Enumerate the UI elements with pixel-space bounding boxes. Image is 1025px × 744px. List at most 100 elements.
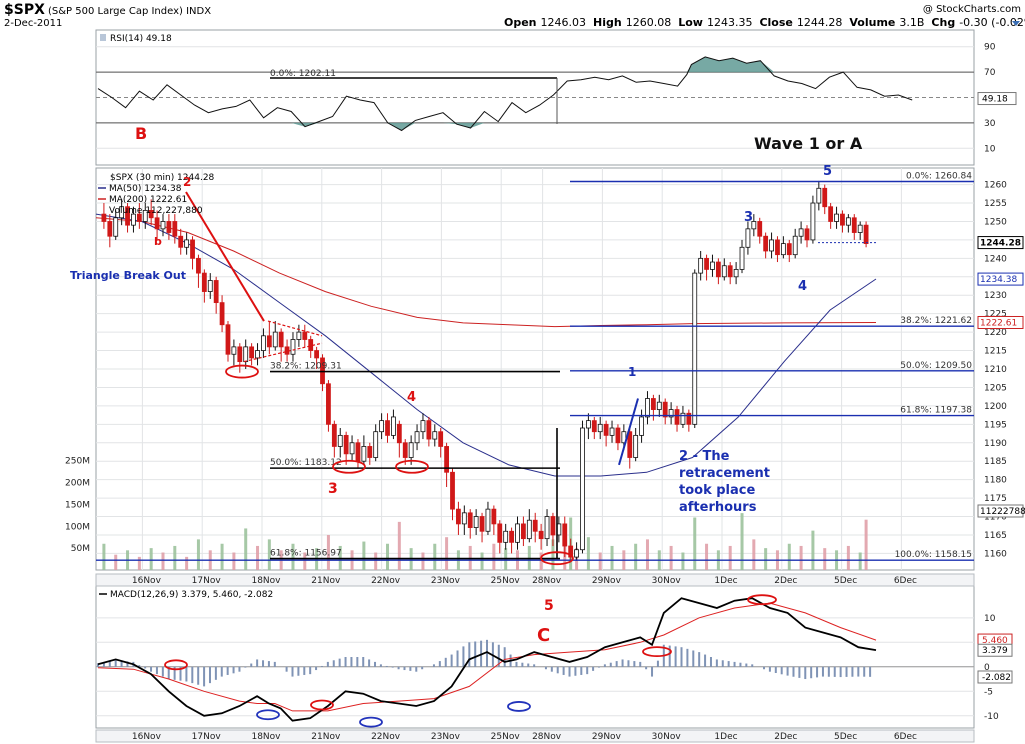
- price-tick: 1190: [984, 439, 1007, 449]
- macd-hist-bar: [680, 647, 683, 667]
- volume-tick: 250M: [65, 457, 90, 467]
- x-tick-label: 25Nov: [491, 576, 521, 586]
- annotation-text: 3: [328, 481, 338, 497]
- volume-bar: [445, 537, 449, 570]
- dropdown-icon[interactable]: [1012, 21, 1020, 26]
- macd-hist-bar: [550, 666, 553, 672]
- macd-hist-bar: [403, 666, 406, 671]
- candle-body: [296, 331, 302, 340]
- x-tick-label: 1Dec: [714, 576, 737, 586]
- macd-signal-line: [97, 602, 877, 712]
- fib-label: 50.0%: 1209.50: [900, 361, 972, 371]
- price-panel: 1260125512501245124012351230122512201215…: [65, 167, 1025, 571]
- macd-hist-bar: [645, 666, 648, 670]
- candle-body: [603, 423, 609, 436]
- x-tick-label: 21Nov: [311, 576, 341, 586]
- macd-ellipse: [164, 659, 188, 671]
- macd-hist-bar: [792, 666, 795, 677]
- price-tick: 1165: [984, 531, 1007, 541]
- x-axis-price: 16Nov 17Nov 18Nov 21Nov 22Nov 23Nov 25Nov 28Nov…: [95, 573, 975, 587]
- rsi-tick: 10: [984, 144, 996, 154]
- candle-body: [432, 431, 438, 440]
- macd-frame: [95, 585, 975, 729]
- macd-hist-bar: [692, 650, 695, 667]
- candle-body: [828, 206, 834, 222]
- price-badge-text: 1244.28: [980, 239, 1021, 249]
- price-tick: 1210: [984, 365, 1007, 375]
- candle-body: [361, 446, 367, 462]
- macd-hist-bar: [432, 664, 435, 667]
- volume-bar: [586, 537, 590, 570]
- macd-hist-bar: [97, 663, 99, 667]
- annotation-text: b: [154, 235, 162, 248]
- macd-hist-bar: [191, 666, 194, 684]
- macd-hist-bar: [409, 666, 412, 671]
- macd-hist-bar: [733, 661, 736, 667]
- macd-hist-bar: [226, 666, 229, 675]
- candle-body: [290, 339, 296, 355]
- macd-hist-bar: [462, 646, 465, 667]
- candle-body: [190, 239, 195, 259]
- macd-hist-bar: [220, 666, 223, 677]
- fib-label: 38.2%: 1221.62: [900, 316, 972, 326]
- macd-hist-bar: [863, 666, 866, 677]
- macd-ellipse: [359, 716, 383, 728]
- candle-body: [473, 516, 479, 528]
- candle-body: [326, 383, 331, 425]
- candle-body: [278, 331, 284, 348]
- rsi-legend-icon: [100, 34, 106, 41]
- candle-body: [125, 206, 130, 226]
- volume-bar: [433, 543, 437, 570]
- price-legend-symbol: $SPX (30 min) 1244.28: [110, 173, 215, 183]
- annotation-line: afterhours: [679, 500, 757, 515]
- brand-logo[interactable]: @ StockCharts.com: [923, 4, 1021, 15]
- macd-hist-bar: [486, 639, 488, 667]
- quote-value: 3.1B: [899, 16, 924, 29]
- annotation-line: took place: [679, 483, 755, 498]
- macd-hist-bar: [161, 666, 164, 677]
- macd-hist-bar: [468, 642, 471, 667]
- macd-hist-bar: [745, 663, 748, 667]
- macd-hist-bar: [285, 666, 288, 672]
- x-tick-label: 16Nov: [132, 732, 162, 742]
- candle-body: [780, 243, 786, 256]
- volume-tick: 100M: [65, 522, 90, 532]
- macd-hist-bar: [338, 658, 341, 667]
- price-tick: 1220: [984, 328, 1007, 338]
- x-tick-label: 2Dec: [774, 576, 797, 586]
- macd-hist-bar: [138, 665, 141, 667]
- macd-hist-bar: [851, 666, 854, 677]
- price-badge: [977, 236, 1024, 250]
- candle-body: [721, 265, 727, 278]
- volume-bar: [634, 543, 638, 570]
- macd-hist-bar: [344, 657, 347, 667]
- volume-bar: [161, 552, 165, 570]
- macd-hist-bar: [810, 666, 813, 679]
- macd-hist-bar: [179, 666, 182, 681]
- macd-hist-bar: [698, 652, 701, 667]
- candle-body: [686, 412, 692, 425]
- price-legend-ma200: MA(200) 1222.61: [109, 195, 187, 205]
- candle-body: [656, 401, 662, 410]
- macd-hist-bar: [639, 661, 642, 667]
- macd-hist-bar: [120, 660, 123, 667]
- macd-hist-bar: [444, 657, 447, 667]
- price-tick: 1200: [984, 402, 1007, 412]
- volume-bar: [196, 539, 200, 570]
- macd-hist-bar: [615, 661, 618, 667]
- macd-badge: [977, 643, 1013, 657]
- candle-body: [810, 202, 816, 241]
- macd-hist-bar: [456, 650, 459, 667]
- macd-hist-bar: [326, 661, 329, 667]
- candle-body: [219, 302, 225, 326]
- volume-bar: [397, 521, 401, 570]
- candle-body: [609, 427, 615, 436]
- candle-body: [639, 416, 644, 436]
- volume-bar: [864, 519, 868, 570]
- macd-hist-bar: [715, 659, 718, 667]
- macd-ellipse: [642, 646, 672, 658]
- candle-body: [302, 331, 308, 340]
- candle-body: [745, 228, 751, 248]
- candle-body: [184, 239, 190, 248]
- macd-hist-bar: [497, 644, 500, 667]
